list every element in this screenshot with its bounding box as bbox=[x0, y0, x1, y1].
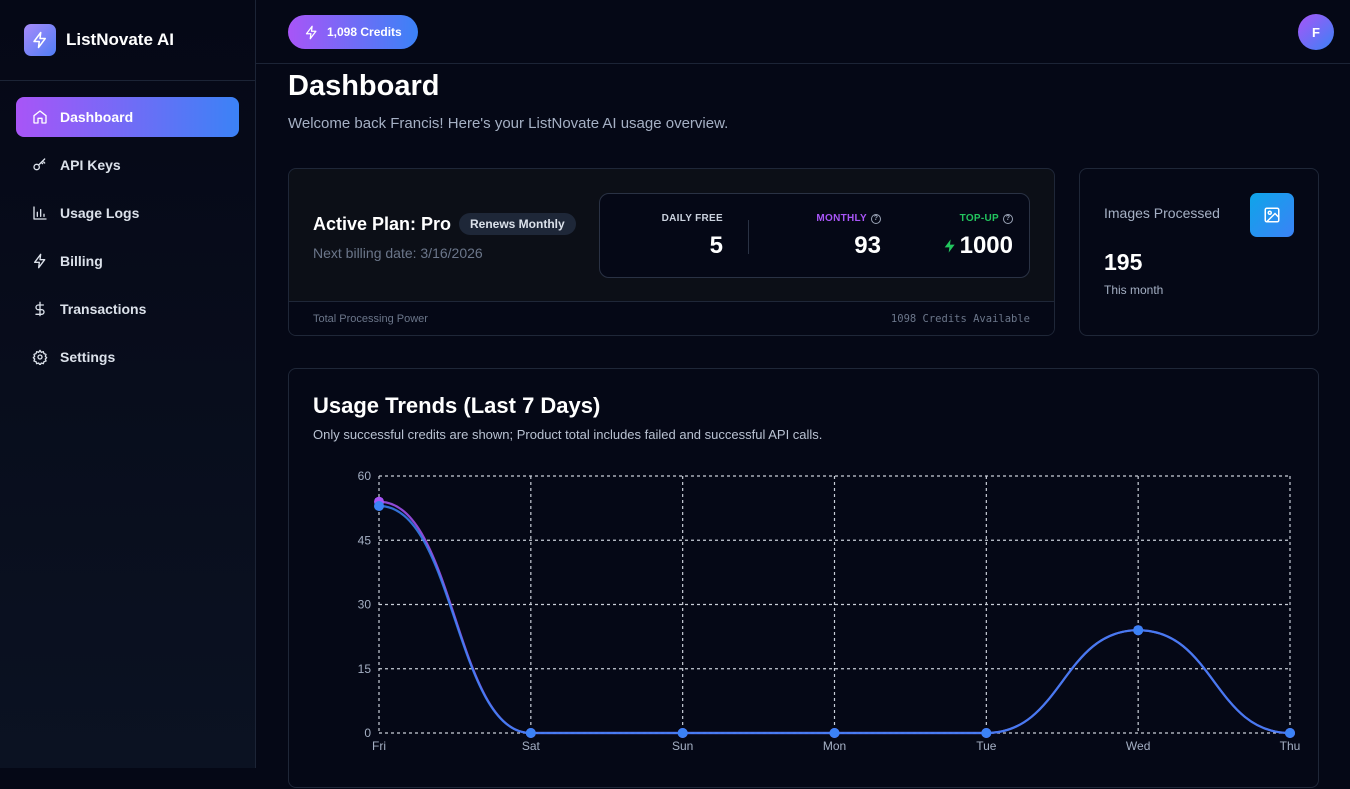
x-tick-label: Sat bbox=[522, 739, 541, 753]
zap-icon bbox=[305, 25, 317, 39]
y-tick-label: 60 bbox=[358, 469, 372, 483]
x-tick-label: Wed bbox=[1126, 739, 1150, 753]
plan-footer: Total Processing Power 1098 Credits Avai… bbox=[289, 301, 1054, 335]
x-tick-label: Mon bbox=[823, 739, 846, 753]
images-sub: This month bbox=[1104, 283, 1164, 297]
help-icon[interactable]: ? bbox=[871, 213, 881, 224]
usage-trends-card: Usage Trends (Last 7 Days) Only successf… bbox=[288, 368, 1319, 788]
page-title: Dashboard bbox=[288, 70, 440, 102]
sidebar-item-settings[interactable]: Settings bbox=[16, 337, 239, 377]
x-tick-label: Tue bbox=[976, 739, 997, 753]
credit-stats: DAILY FREE 5 MONTHLY? 93 TOP-UP? 1000 bbox=[599, 193, 1030, 278]
key-icon bbox=[33, 158, 46, 171]
gear-icon bbox=[32, 349, 48, 365]
data-point bbox=[981, 728, 992, 738]
daily-free-label: DAILY FREE bbox=[662, 213, 723, 224]
data-point bbox=[829, 728, 840, 738]
trend-subtitle: Only successful credits are shown; Produ… bbox=[313, 427, 823, 442]
data-point bbox=[374, 500, 384, 511]
bar-chart-icon bbox=[33, 206, 47, 220]
monthly-value: 93 bbox=[854, 232, 881, 259]
divider bbox=[748, 220, 749, 254]
zap-icon bbox=[34, 253, 46, 269]
active-plan-card: Active Plan: Pro Renews Monthly Next bil… bbox=[288, 168, 1055, 336]
images-value: 195 bbox=[1104, 249, 1143, 275]
credits-badge[interactable]: 1,098 Credits bbox=[288, 15, 418, 49]
monthly-label-text: MONTHLY bbox=[816, 213, 867, 224]
zap-logo-icon bbox=[24, 24, 56, 56]
sidebar-item-label: Transactions bbox=[60, 301, 147, 317]
x-tick-label: Sun bbox=[672, 739, 693, 753]
trend-title: Usage Trends (Last 7 Days) bbox=[313, 393, 601, 418]
credits-available: 1098 Credits Available bbox=[890, 312, 1030, 325]
daily-free-value: 5 bbox=[709, 232, 723, 259]
sidebar-item-transactions[interactable]: Transactions bbox=[16, 289, 239, 329]
sidebar-item-label: API Keys bbox=[60, 157, 121, 173]
sidebar-item-usage-logs[interactable]: Usage Logs bbox=[16, 193, 239, 233]
monthly-label: MONTHLY? bbox=[816, 213, 881, 224]
y-tick-label: 15 bbox=[358, 662, 372, 676]
data-point bbox=[677, 728, 688, 738]
sidebar-item-dashboard[interactable]: Dashboard bbox=[16, 97, 239, 137]
brand-name: ListNovate AI bbox=[66, 30, 175, 49]
images-processed-card: Images Processed 195 This month bbox=[1079, 168, 1319, 336]
y-tick-label: 30 bbox=[358, 598, 372, 612]
y-tick-label: 45 bbox=[358, 533, 372, 547]
daily-free-label-text: DAILY FREE bbox=[661, 213, 723, 224]
dollar-icon bbox=[35, 301, 45, 317]
user-avatar[interactable]: F bbox=[1298, 14, 1334, 50]
sidebar-item-billing[interactable]: Billing bbox=[16, 241, 239, 281]
renews-badge: Renews Monthly bbox=[459, 213, 576, 235]
x-tick-label: Thu bbox=[1280, 739, 1301, 753]
top-header: 1,098 Credits F bbox=[256, 0, 1350, 64]
sidebar-item-label: Usage Logs bbox=[60, 205, 140, 221]
topup-label: TOP-UP? bbox=[960, 213, 1013, 224]
sidebar-item-label: Dashboard bbox=[60, 109, 134, 125]
image-icon bbox=[1250, 193, 1294, 237]
sidebar: ListNovate AI Dashboard API Keys Usage Log… bbox=[0, 0, 256, 768]
home-icon bbox=[33, 110, 47, 124]
topup-label-text: TOP-UP bbox=[959, 213, 999, 224]
next-billing-date: Next billing date: 3/16/2026 bbox=[313, 245, 483, 261]
data-point bbox=[525, 728, 536, 738]
welcome-text: Welcome back Francis! Here's your ListNo… bbox=[288, 115, 729, 132]
topup-value-text: 1000 bbox=[959, 232, 1013, 259]
images-label: Images Processed bbox=[1104, 205, 1220, 221]
sidebar-item-label: Billing bbox=[60, 253, 103, 269]
sidebar-item-label: Settings bbox=[60, 349, 116, 365]
data-point bbox=[1133, 625, 1144, 636]
brand[interactable]: ListNovate AI bbox=[0, 0, 255, 81]
usage-chart: 0 15 30 45 60 Fri Sat Sun Mon Tue Wed Thu bbox=[358, 469, 1301, 753]
total-power-label: Total Processing Power bbox=[313, 312, 428, 325]
data-point bbox=[1285, 728, 1295, 738]
help-icon[interactable]: ? bbox=[1003, 213, 1013, 224]
sidebar-nav: Dashboard API Keys Usage Logs Billing Transa… bbox=[0, 81, 255, 401]
credits-label: 1,098 Credits bbox=[327, 25, 402, 39]
y-tick-label: 0 bbox=[364, 726, 371, 740]
sidebar-item-api-keys[interactable]: API Keys bbox=[16, 145, 239, 185]
zap-icon bbox=[944, 239, 955, 253]
x-tick-label: Fri bbox=[372, 739, 386, 753]
topup-value: 1000 bbox=[942, 232, 1013, 260]
plan-title: Active Plan: Pro bbox=[313, 214, 452, 234]
